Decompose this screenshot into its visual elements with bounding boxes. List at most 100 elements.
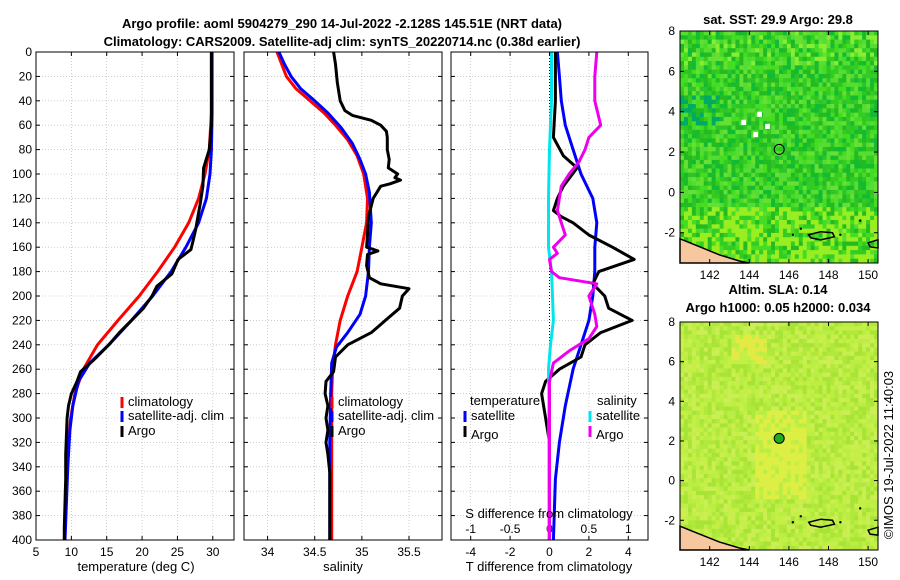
heatmap-cell (719, 326, 724, 331)
heatmap-cell (767, 189, 772, 195)
heatmap-cell (707, 355, 713, 361)
heatmap-cell (814, 419, 819, 424)
heatmap-cell (834, 65, 839, 71)
heatmap-cell (691, 181, 697, 187)
heatmap-cell (680, 520, 685, 526)
heatmap-cell (735, 31, 740, 36)
heatmap-cell (759, 516, 764, 521)
heatmap-cell (731, 423, 736, 428)
heatmap-cell (854, 129, 859, 135)
heatmap-cell (775, 172, 780, 178)
heatmap-cell (854, 181, 859, 187)
x-tick-label-top: -1 (465, 522, 476, 536)
heatmap-cell (858, 31, 863, 36)
heatmap-cell (759, 164, 764, 169)
heatmap-cell (810, 419, 816, 424)
heatmap-cell (699, 78, 705, 83)
heatmap-cell (818, 250, 823, 255)
heatmap-cell (790, 326, 796, 331)
heatmap-cell (735, 151, 740, 156)
heatmap-cell (786, 91, 792, 96)
heatmap-cell (814, 258, 819, 264)
heatmap-cell (691, 406, 697, 412)
heatmap-cell (747, 520, 752, 526)
heatmap-cell (763, 406, 768, 412)
heatmap-cell (842, 207, 847, 212)
heatmap-cell (775, 528, 780, 534)
heatmap-cell (695, 39, 701, 45)
heatmap-cell (695, 52, 701, 58)
heatmap-cell (735, 138, 740, 144)
heatmap-cell (735, 250, 740, 255)
heatmap-cell (703, 452, 709, 458)
heatmap-cell (775, 224, 780, 230)
heatmap-cell (731, 419, 736, 424)
heatmap-cell (719, 389, 724, 395)
heatmap-cell (790, 245, 796, 251)
heatmap-cell (775, 398, 780, 403)
heatmap-cell (711, 129, 717, 135)
heatmap-cell (755, 545, 760, 551)
heatmap-cell (802, 334, 808, 340)
heatmap-cell (771, 198, 776, 204)
heatmap-cell (767, 95, 772, 101)
heatmap-cell (715, 486, 720, 492)
heatmap-cell (699, 343, 705, 348)
heatmap-cell (771, 528, 776, 534)
heatmap-cell (830, 151, 835, 156)
heatmap-cell (683, 423, 689, 428)
heatmap-cell (719, 444, 724, 450)
heatmap-cell (703, 108, 709, 114)
heatmap-cell (798, 355, 804, 361)
heatmap-cell (858, 164, 863, 169)
heatmap-cell (735, 486, 740, 492)
heatmap-cell (691, 474, 697, 479)
heatmap-cell (723, 237, 728, 242)
heatmap-cell (822, 250, 827, 255)
heatmap-cell (723, 142, 728, 148)
heatmap-cell (707, 334, 713, 340)
heatmap-cell (862, 185, 867, 191)
heatmap-cell (747, 347, 752, 352)
heatmap-cell (826, 237, 831, 242)
heatmap-cell (798, 65, 804, 71)
heatmap-cell (743, 343, 748, 348)
heatmap-cell (779, 414, 784, 420)
heatmap-cell (786, 112, 792, 118)
heatmap-cell (687, 86, 693, 92)
heatmap-cell (711, 245, 717, 251)
heatmap-cell (814, 406, 819, 412)
heatmap-cell (691, 524, 697, 530)
heatmap-cell (687, 326, 693, 331)
heatmap-cell (751, 537, 756, 542)
heatmap-cell (715, 444, 720, 450)
heatmap-cell (739, 410, 744, 416)
heatmap-cell (719, 108, 724, 114)
heatmap-cell (719, 177, 724, 182)
heatmap-cell (779, 478, 784, 483)
heatmap-cell (810, 364, 816, 369)
heatmap-cell (683, 338, 689, 344)
heatmap-cell (862, 69, 867, 75)
heatmap-cell (723, 322, 728, 327)
heatmap-cell (779, 31, 784, 36)
heatmap-cell (790, 99, 796, 105)
heatmap-cell (751, 224, 756, 230)
heatmap-cell (862, 95, 867, 101)
heatmap-cell (771, 95, 776, 101)
heatmap-cell (691, 495, 697, 500)
heatmap-cell (810, 398, 816, 403)
heatmap-cell (790, 147, 796, 152)
heatmap-cell (699, 520, 705, 526)
heatmap-cell (683, 95, 689, 101)
heatmap-cell (850, 147, 855, 152)
heatmap-cell (782, 360, 788, 365)
heatmap-cell (763, 364, 768, 369)
heatmap-cell (806, 436, 812, 441)
heatmap-cell (826, 65, 831, 71)
heatmap-cell (790, 507, 796, 513)
heatmap-cell (802, 48, 808, 53)
heatmap-cell (775, 389, 780, 395)
heatmap-cell (775, 78, 780, 83)
y-tick-label: 320 (12, 435, 32, 449)
